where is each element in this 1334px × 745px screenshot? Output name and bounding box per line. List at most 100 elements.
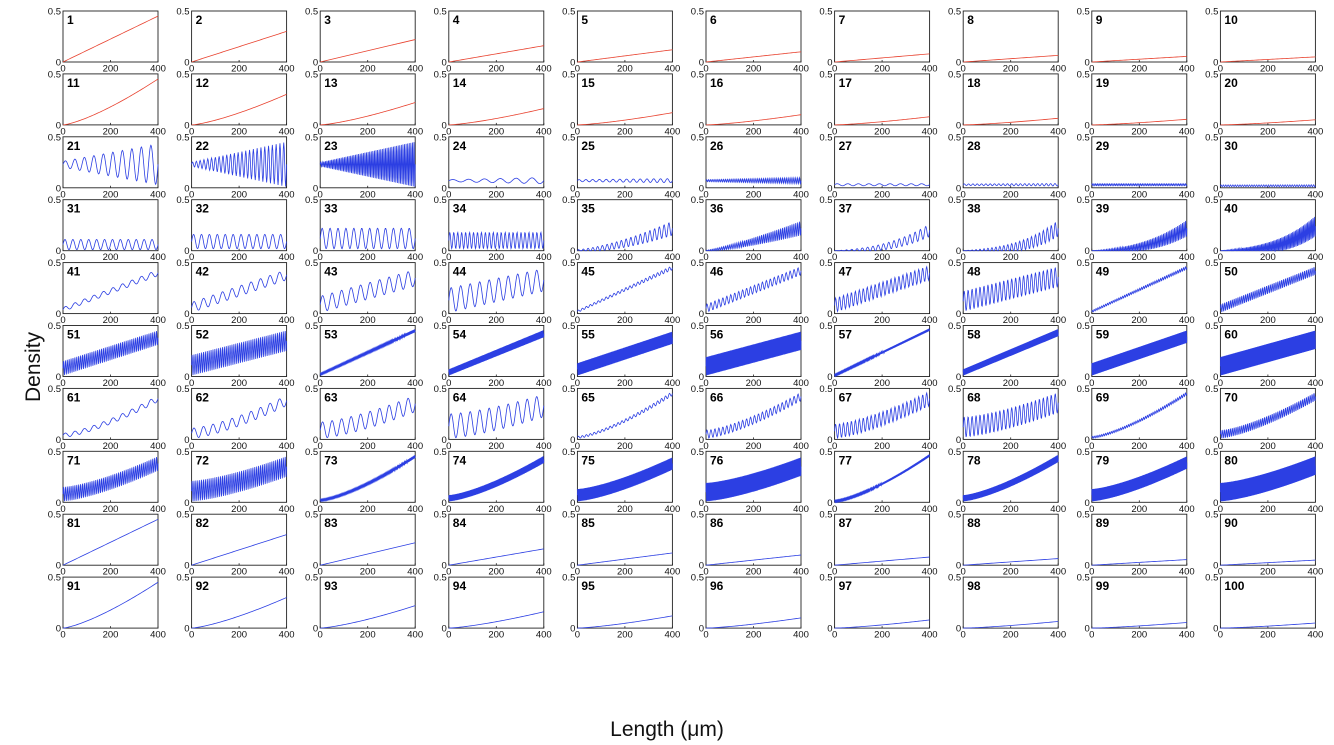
- y-tick-label: 0.5: [176, 132, 189, 143]
- panel-number: 26: [710, 139, 724, 153]
- y-tick-label: 0: [699, 435, 704, 446]
- y-tick-label: 0.5: [948, 132, 961, 143]
- x-tick-label: 0: [189, 378, 194, 389]
- panel-41: 0 0.5 0 200 400 41: [48, 258, 166, 326]
- y-tick-label: 0: [1213, 183, 1218, 194]
- panel-number: 2: [196, 13, 203, 27]
- x-tick-label: 0: [961, 630, 966, 641]
- panel-number: 28: [967, 139, 981, 153]
- series-line: [191, 271, 287, 311]
- series-line: [577, 178, 673, 184]
- panel-97: 0 0.5 0 200 400 97: [819, 573, 937, 641]
- panel-number: 79: [1096, 453, 1110, 467]
- y-tick-label: 0: [699, 58, 704, 69]
- x-tick-label: 0: [832, 189, 837, 200]
- series-line: [1091, 266, 1188, 313]
- x-tick-label: 400: [150, 64, 166, 75]
- panel-39: 0 0.5 0 200 400 39: [1077, 195, 1195, 263]
- panel-number: 44: [453, 265, 467, 279]
- y-tick-label: 0: [442, 183, 447, 194]
- y-tick-label: 0: [1213, 498, 1218, 509]
- x-tick-label: 0: [1218, 189, 1223, 200]
- y-tick-label: 0: [1213, 435, 1218, 446]
- x-tick-label: 200: [231, 441, 247, 452]
- x-tick-label: 400: [1179, 441, 1195, 452]
- panel-21: 0 0.5 0 200 400 21: [48, 132, 166, 200]
- y-tick-label: 0: [827, 435, 832, 446]
- x-tick-label: 400: [1307, 64, 1323, 75]
- panel-22: 0 0.5 0 200 400 22: [176, 132, 294, 200]
- series-line: [705, 617, 802, 629]
- x-tick-label: 200: [746, 126, 762, 137]
- y-tick-label: 0.5: [305, 69, 318, 80]
- y-tick-label: 0.5: [819, 195, 832, 206]
- x-tick-label: 200: [1003, 64, 1019, 75]
- x-tick-label: 400: [407, 567, 423, 578]
- panel-55: 0 0.5 0 200 400 55: [562, 321, 680, 389]
- x-tick-label: 400: [407, 630, 423, 641]
- series-line: [448, 108, 544, 126]
- y-tick-label: 0.5: [819, 132, 832, 143]
- panel-frame: [705, 10, 802, 63]
- x-tick-label: 200: [1260, 567, 1276, 578]
- panel-number: 62: [196, 390, 210, 404]
- x-tick-label: 0: [60, 441, 65, 452]
- panel-number: 8: [967, 13, 974, 27]
- y-tick-label: 0.5: [691, 258, 704, 269]
- panel-number: 90: [1224, 516, 1238, 530]
- y-tick-label: 0: [1213, 58, 1218, 69]
- x-tick-label: 0: [1089, 64, 1094, 75]
- panel-number: 3: [324, 13, 331, 27]
- panel-number: 7: [839, 13, 846, 27]
- x-tick-label: 0: [446, 64, 451, 75]
- y-tick-label: 0.5: [305, 132, 318, 143]
- x-tick-label: 0: [575, 441, 580, 452]
- series-line: [62, 456, 159, 502]
- x-tick-label: 200: [874, 64, 890, 75]
- x-tick-label: 0: [60, 504, 65, 515]
- series-line: [1220, 216, 1316, 253]
- y-tick-label: 0.5: [434, 384, 447, 395]
- x-tick-label: 400: [1307, 567, 1323, 578]
- panel-87: 0 0.5 0 200 400 87: [819, 510, 937, 578]
- y-tick-label: 0.5: [819, 384, 832, 395]
- x-tick-label: 400: [407, 441, 423, 452]
- panel-number: 57: [839, 328, 853, 342]
- y-tick-label: 0.5: [1077, 321, 1090, 332]
- x-tick-label: 200: [103, 378, 119, 389]
- series-line: [448, 177, 545, 185]
- y-tick-label: 0: [56, 309, 61, 320]
- panel-number: 76: [710, 453, 724, 467]
- panel-85: 0 0.5 0 200 400 85: [562, 510, 680, 578]
- x-tick-label: 200: [488, 126, 504, 137]
- x-tick-label: 0: [318, 441, 323, 452]
- series-line: [963, 222, 1059, 252]
- x-tick-label: 400: [279, 189, 295, 200]
- x-tick-label: 400: [664, 315, 680, 326]
- panel-45: 0 0.5 0 200 400 45: [562, 258, 680, 326]
- series-line: [962, 183, 1059, 187]
- y-tick-label: 0.5: [434, 258, 447, 269]
- x-tick-label: 200: [1131, 315, 1147, 326]
- panel-50: 0 0.5 0 200 400 50: [1205, 258, 1323, 326]
- panel-number: 93: [324, 579, 338, 593]
- panel-number: 22: [196, 139, 210, 153]
- panel-16: 0 0.5 0 200 400 16: [691, 69, 809, 137]
- panel-4: 0 0.5 0 200 400 4: [434, 7, 552, 75]
- panel-18: 0 0.5 0 200 400 18: [948, 69, 1066, 137]
- series-line: [62, 518, 159, 566]
- y-tick-label: 0.5: [434, 69, 447, 80]
- panel-88: 0 0.5 0 200 400 88: [948, 510, 1066, 578]
- x-tick-label: 200: [103, 504, 119, 515]
- series-line: [705, 554, 802, 566]
- y-tick-label: 0: [442, 120, 447, 131]
- x-tick-label: 400: [664, 441, 680, 452]
- x-tick-label: 200: [617, 189, 633, 200]
- panel-28: 0 0.5 0 200 400 28: [948, 132, 1066, 200]
- panel-42: 0 0.5 0 200 400 42: [176, 258, 294, 326]
- y-tick-label: 0: [184, 309, 189, 320]
- y-tick-label: 0.5: [176, 573, 189, 584]
- x-tick-label: 200: [746, 504, 762, 515]
- panel-95: 0 0.5 0 200 400 95: [562, 573, 680, 641]
- x-tick-label: 400: [793, 252, 809, 263]
